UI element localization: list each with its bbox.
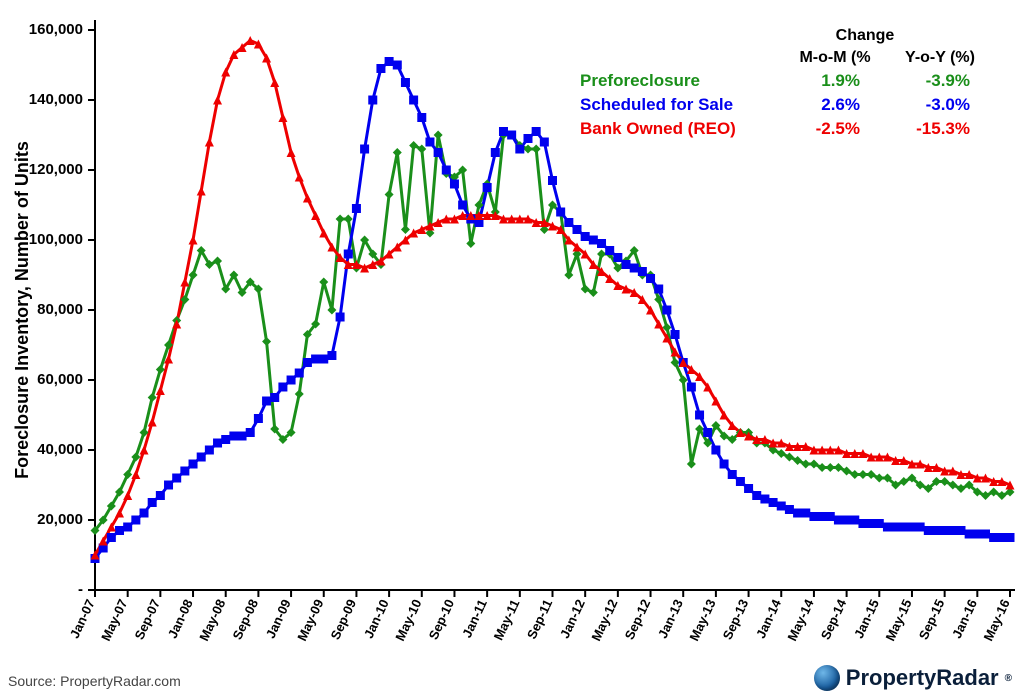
svg-text:Sep-13: Sep-13 — [720, 597, 752, 642]
chart-container: - 20,000 40,000 60,000 80,000 100,000 120,000 1… — [0, 0, 1024, 697]
svg-text:Jan-07: Jan-07 — [67, 597, 98, 641]
svg-text:60,000: 60,000 — [37, 371, 83, 388]
svg-text:160,000: 160,000 — [29, 21, 83, 38]
svg-text:Jan-11: Jan-11 — [459, 597, 490, 640]
svg-text:-: - — [78, 581, 83, 598]
svg-text:May-15: May-15 — [882, 597, 914, 643]
svg-text:Y-o-Y (%): Y-o-Y (%) — [905, 49, 975, 66]
svg-text:Change: Change — [836, 27, 895, 44]
svg-text:May-07: May-07 — [98, 597, 130, 643]
svg-text:-3.0%: -3.0% — [926, 95, 970, 114]
svg-text:Sep-12: Sep-12 — [622, 597, 654, 642]
svg-text:Jan-14: Jan-14 — [753, 596, 784, 640]
svg-text:Sep-14: Sep-14 — [818, 596, 850, 642]
brand-text: PropertyRadar — [846, 665, 999, 691]
svg-text:Scheduled for Sale: Scheduled for Sale — [580, 95, 733, 114]
svg-text:1.9%: 1.9% — [821, 71, 860, 90]
brand-tm: ® — [1005, 673, 1012, 684]
globe-icon — [814, 665, 840, 691]
svg-text:Bank Owned (REO): Bank Owned (REO) — [580, 119, 736, 138]
svg-text:May-16: May-16 — [980, 597, 1012, 643]
svg-text:140,000: 140,000 — [29, 91, 83, 108]
svg-text:May-10: May-10 — [392, 597, 424, 643]
svg-text:80,000: 80,000 — [37, 301, 83, 318]
svg-text:-3.9%: -3.9% — [926, 71, 970, 90]
svg-text:100,000: 100,000 — [29, 231, 83, 248]
svg-text:120,000: 120,000 — [29, 161, 83, 178]
svg-text:May-13: May-13 — [686, 597, 718, 643]
svg-text:M-o-M (%: M-o-M (% — [799, 49, 870, 66]
svg-text:Jan-10: Jan-10 — [361, 597, 392, 641]
brand-logo: PropertyRadar ® — [814, 665, 1012, 691]
svg-text:Jan-09: Jan-09 — [263, 597, 294, 641]
svg-text:20,000: 20,000 — [37, 511, 83, 528]
svg-text:Jan-13: Jan-13 — [655, 597, 686, 641]
svg-text:40,000: 40,000 — [37, 441, 83, 458]
svg-text:May-09: May-09 — [294, 597, 326, 643]
svg-text:Jan-08: Jan-08 — [165, 597, 196, 641]
svg-text:2.6%: 2.6% — [821, 95, 860, 114]
svg-text:Sep-08: Sep-08 — [229, 597, 261, 642]
svg-text:-2.5%: -2.5% — [816, 119, 860, 138]
svg-text:Jan-15: Jan-15 — [851, 597, 882, 641]
svg-text:-15.3%: -15.3% — [916, 119, 970, 138]
svg-text:Sep-15: Sep-15 — [916, 597, 948, 642]
svg-text:Jan-12: Jan-12 — [557, 597, 588, 641]
source-attribution: Source: PropertyRadar.com — [8, 673, 181, 689]
svg-text:May-11: May-11 — [491, 597, 523, 643]
svg-text:Sep-10: Sep-10 — [426, 597, 458, 642]
svg-text:Sep-07: Sep-07 — [131, 597, 163, 642]
svg-text:Foreclosure Inventory, Number: Foreclosure Inventory, Number of Units — [12, 141, 32, 479]
legend-table: Change M-o-M (% Y-o-Y (%) Preforeclosure 1.9… — [580, 27, 975, 138]
svg-text:Sep-09: Sep-09 — [328, 597, 360, 642]
svg-text:Preforeclosure: Preforeclosure — [580, 71, 700, 90]
svg-text:May-08: May-08 — [196, 597, 228, 643]
svg-text:May-12: May-12 — [588, 597, 620, 643]
svg-text:May-14: May-14 — [784, 596, 817, 643]
svg-text:Sep-11: Sep-11 — [524, 597, 555, 641]
svg-text:Jan-16: Jan-16 — [949, 597, 980, 641]
chart-svg: - 20,000 40,000 60,000 80,000 100,000 120,000 1… — [0, 0, 1024, 697]
